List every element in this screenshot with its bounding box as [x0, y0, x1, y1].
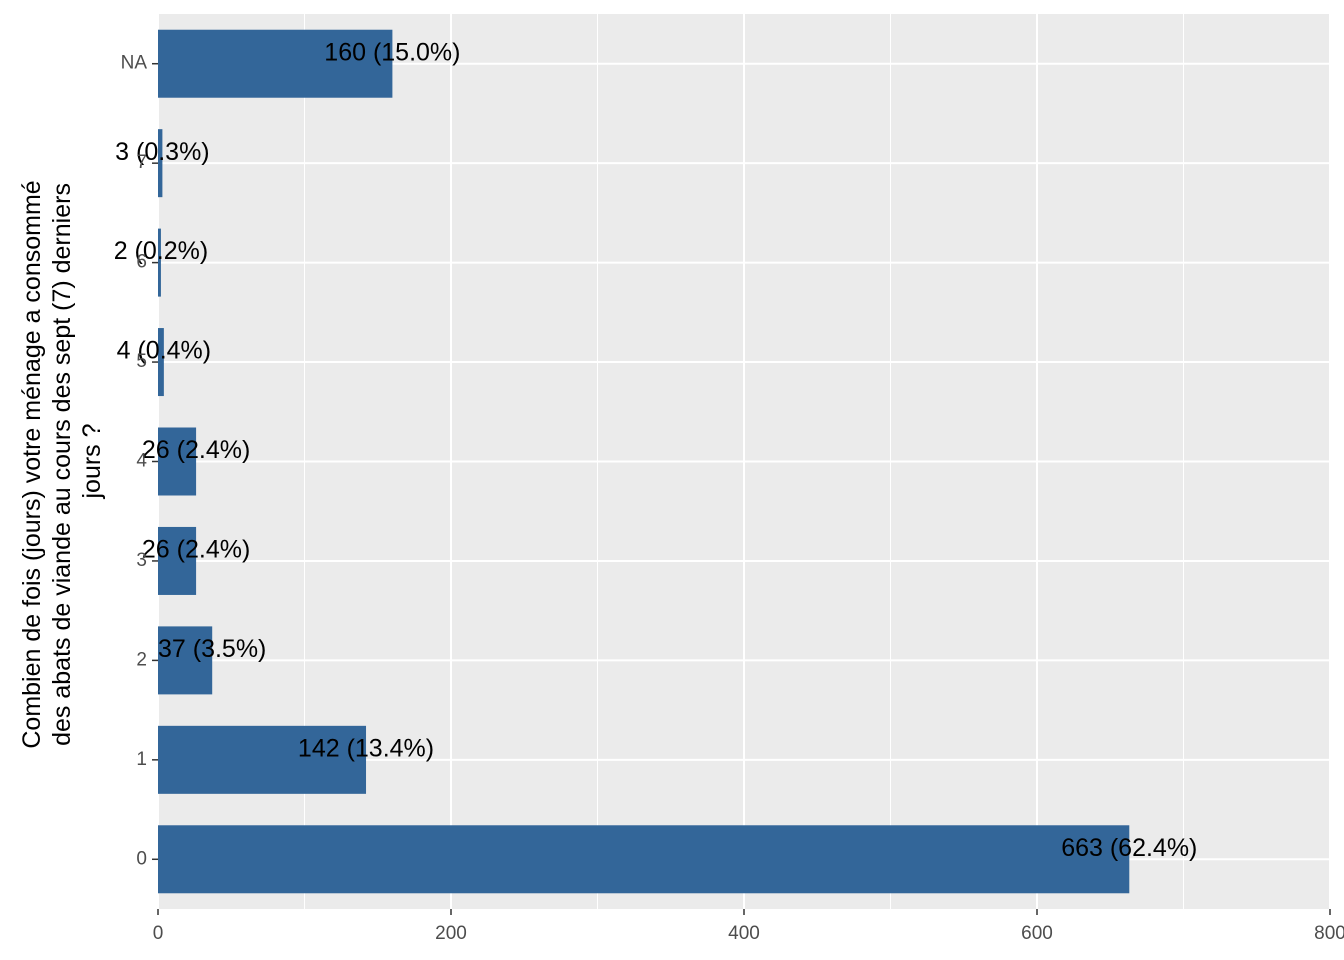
y-tick-label-7: 7 — [136, 152, 147, 173]
y-tick-label-NA: NA — [121, 53, 148, 74]
x-tick-label-800: 800 — [1314, 923, 1344, 944]
x-tick-label-600: 600 — [1021, 923, 1053, 944]
bar-label-3: 26 (2.4%) — [142, 536, 250, 564]
x-tick-label-0: 0 — [153, 923, 164, 944]
bar-5 — [158, 328, 164, 397]
x-axis: 0 200 400 600 800 — [153, 909, 1344, 944]
y-axis: 0 1 2 3 4 5 6 7 NA — [121, 53, 158, 869]
bar-7 — [158, 129, 163, 198]
bar-NA — [158, 29, 393, 98]
y-tick-label-4: 4 — [136, 451, 147, 472]
bar-label-6: 2 (0.2%) — [114, 237, 208, 265]
bars — [158, 29, 1130, 894]
y-axis-title-line-1: Combien de fois (jours) votre ménage a c… — [18, 180, 46, 748]
bar-labels: 663 (62.4%) 142 (13.4%) 37 (3.5%) 26 (2.4%)… — [114, 38, 1198, 862]
bar-4 — [158, 427, 197, 496]
bar-0 — [158, 825, 1130, 894]
y-tick-label-3: 3 — [136, 550, 147, 571]
x-tick-label-400: 400 — [728, 923, 760, 944]
bar-label-2: 37 (3.5%) — [158, 635, 266, 663]
bar-2 — [158, 626, 213, 695]
y-tick-label-1: 1 — [136, 749, 147, 770]
bar-6 — [158, 228, 161, 297]
y-tick-label-0: 0 — [136, 848, 147, 869]
bar-label-1: 142 (13.4%) — [298, 734, 434, 762]
bar-label-0: 663 (62.4%) — [1061, 834, 1197, 862]
bar-label-7: 3 (0.3%) — [115, 138, 209, 166]
y-axis-title-line-2: des abats de viande au cours des sept (7… — [48, 183, 76, 746]
bar-1 — [158, 725, 367, 794]
y-tick-label-6: 6 — [136, 252, 147, 273]
bar-label-NA: 160 (15.0%) — [324, 38, 460, 66]
y-tick-label-2: 2 — [136, 649, 147, 670]
y-axis-title-line-3: jours ? — [78, 423, 106, 499]
bar-label-5: 4 (0.4%) — [117, 337, 211, 365]
x-tick-label-200: 200 — [435, 923, 467, 944]
bar-3 — [158, 526, 197, 595]
y-axis-title: Combien de fois (jours) votre ménage a c… — [18, 173, 106, 748]
y-tick-label-5: 5 — [136, 351, 147, 372]
bar-label-4: 26 (2.4%) — [142, 436, 250, 464]
